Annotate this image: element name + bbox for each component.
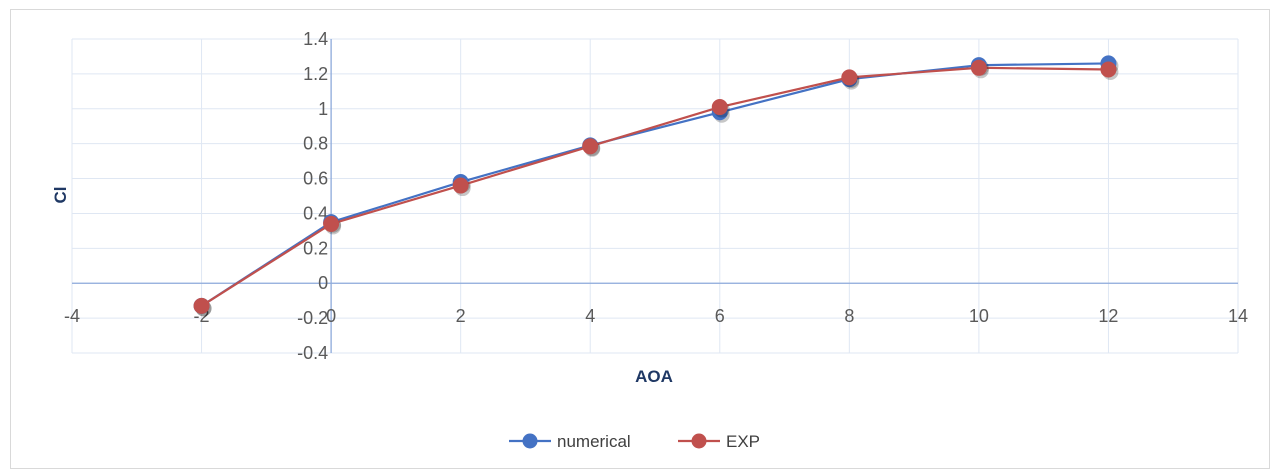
- data-point: [1100, 61, 1117, 78]
- legend-label-exp: EXP: [726, 432, 760, 451]
- legend: numerical EXP: [509, 432, 760, 451]
- x-tick-label: 6: [715, 306, 725, 326]
- y-axis-title: Cl: [51, 187, 70, 204]
- axes: [72, 39, 1238, 353]
- x-tick-labels: -4 -2 0 2 4 6 8 10 12 14: [64, 306, 1248, 326]
- data-point: [711, 99, 728, 116]
- legend-swatch-marker: [522, 433, 538, 449]
- y-tick-label: 0: [318, 273, 328, 293]
- data-point: [193, 297, 210, 314]
- chart-frame: [10, 9, 1270, 469]
- x-tick-label: 14: [1228, 306, 1248, 326]
- data-point: [970, 59, 987, 76]
- y-tick-label: -0.4: [297, 343, 328, 363]
- x-tick-label: 2: [456, 306, 466, 326]
- y-tick-label: 1.4: [303, 29, 328, 49]
- data-point: [582, 138, 599, 155]
- y-tick-labels: 1.4 1.2 1 0.8 0.6 0.4 0.2 0 -0.2 -0.4: [297, 29, 328, 363]
- y-tick-label: 0.6: [303, 169, 328, 189]
- x-tick-label: 8: [844, 306, 854, 326]
- y-tick-label: -0.2: [297, 308, 328, 328]
- legend-item-numerical: numerical: [509, 432, 631, 451]
- series-numerical: [193, 55, 1119, 317]
- data-point: [452, 177, 469, 194]
- series: [193, 55, 1119, 317]
- legend-label-numerical: numerical: [557, 432, 631, 451]
- series-line: [200, 66, 1109, 307]
- x-tick-label: -4: [64, 306, 80, 326]
- y-tick-label: 1.2: [303, 64, 328, 84]
- x-tick-label: 10: [969, 306, 989, 326]
- y-tick-label: 0.8: [303, 134, 328, 154]
- x-tick-label: 12: [1098, 306, 1118, 326]
- series-line: [200, 62, 1109, 307]
- y-tick-label: 0.4: [303, 203, 328, 223]
- y-tick-label: 1: [318, 99, 328, 119]
- x-tick-label: 4: [585, 306, 595, 326]
- x-tick-label: 0: [326, 306, 336, 326]
- legend-swatch-marker: [691, 433, 707, 449]
- x-axis-title: AOA: [635, 367, 673, 386]
- gridlines: [71, 38, 1239, 354]
- series-exp: [193, 59, 1119, 317]
- data-point: [323, 215, 340, 232]
- y-tick-label: 0.2: [303, 238, 328, 258]
- data-point: [841, 69, 858, 86]
- legend-item-exp: EXP: [678, 432, 760, 451]
